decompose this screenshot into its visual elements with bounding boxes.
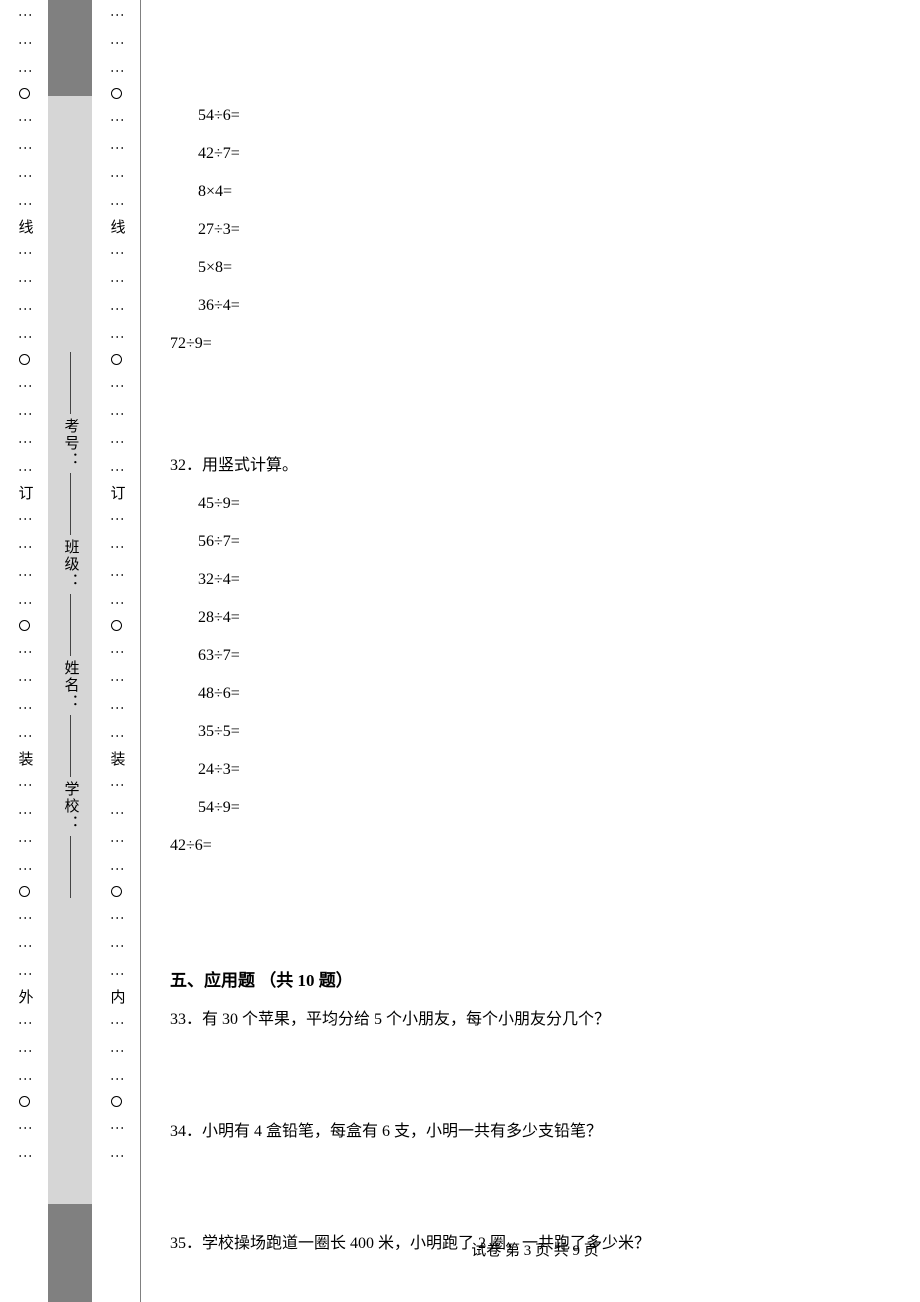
fill-line [70,352,71,414]
equation: 8×4= [198,180,900,204]
equation: 42÷7= [198,142,900,166]
circle-icon [111,886,122,897]
binding-outer-content: ⋮⋮⋮ ⋮⋮⋮⋮ 线 ⋮⋮⋮⋮ ⋮⋮⋮⋮ 订 ⋮⋮⋮⋮ ⋮⋮⋮⋮ 装 ⋮⋮⋮⋮ … [0,0,48,1302]
equation: 24÷3= [198,758,900,782]
equation: 54÷9= [198,796,900,820]
dots-icon: ⋮⋮⋮ [17,0,31,82]
dots-icon: ⋮⋮⋮⋮ [17,504,31,614]
dots-icon: ⋮⋮⋮ [109,1008,123,1090]
equation: 5×8= [198,256,900,280]
binding-gray-strip: 考号： 班级： 姓名： 学校： [48,0,92,1302]
bind-char-ding: 订 [17,485,32,500]
circle-icon [111,1096,122,1107]
section-5-title: 五、应用题 （共 10 题） [170,968,900,994]
equation: 35÷5= [198,720,900,744]
equation: 56÷7= [198,530,900,554]
binding-inner-strip: ⋮⋮⋮ ⋮⋮⋮⋮ 线 ⋮⋮⋮⋮ ⋮⋮⋮⋮ 订 ⋮⋮⋮⋮ ⋮⋮⋮⋮ 装 ⋮⋮⋮⋮ … [92,0,140,1302]
dots-icon: ⋮⋮⋮⋮ [109,637,123,747]
binding-outer-strip: ⋮⋮⋮ ⋮⋮⋮⋮ 线 ⋮⋮⋮⋮ ⋮⋮⋮⋮ 订 ⋮⋮⋮⋮ ⋮⋮⋮⋮ 装 ⋮⋮⋮⋮ … [0,0,48,1302]
question-34: 34．小明有 4 盒铅笔，每盒有 6 支，小明一共有多少支铅笔？ [170,1120,900,1144]
dots-icon: ⋮⋮⋮⋮ [17,770,31,880]
spacer [170,872,900,932]
circle-icon [111,354,122,365]
fill-line [70,715,71,777]
dots-icon: ⋮⋮ [17,1113,31,1167]
equation: 54÷6= [198,104,900,128]
circle-icon [19,1096,30,1107]
label-xuexiao: 学校： [63,781,78,832]
equation: 32÷4= [198,568,900,592]
top-equation-block: 54÷6= 42÷7= 8×4= 27÷3= 5×8= 36÷4= [198,104,900,318]
binding-labels: 考号： 班级： 姓名： 学校： [48,0,92,1302]
dots-icon: ⋮⋮⋮ [17,1008,31,1090]
circle-icon [19,88,30,99]
spacer [170,1046,900,1106]
circle-icon [111,88,122,99]
equation: 72÷9= [170,332,900,356]
label-banji: 班级： [63,539,78,590]
spacer [170,370,900,440]
question-text: 有 30 个苹果，平均分给 5 个小朋友，每个小朋友分几个？ [202,1011,610,1028]
bind-char-ding: 订 [109,485,124,500]
fill-line [70,594,71,656]
question-text: 用竖式计算。 [202,457,298,474]
dots-icon: ⋮⋮ [109,1113,123,1167]
binding-inner-content: ⋮⋮⋮ ⋮⋮⋮⋮ 线 ⋮⋮⋮⋮ ⋮⋮⋮⋮ 订 ⋮⋮⋮⋮ ⋮⋮⋮⋮ 装 ⋮⋮⋮⋮ … [92,0,140,1302]
label-xingming: 姓名： [63,660,78,711]
bind-char-xian: 线 [17,219,32,234]
fill-line [70,473,71,535]
dots-icon: ⋮⋮⋮⋮ [109,105,123,215]
bind-char-zhuang: 装 [17,751,32,766]
circle-icon [111,620,122,631]
equation: 42÷6= [170,834,900,858]
circle-icon [19,620,30,631]
equation: 45÷9= [198,492,900,516]
dots-icon: ⋮⋮⋮⋮ [109,504,123,614]
page-footer: 试卷 第 3 页 共 9 页 [170,1240,900,1263]
question-number: 34． [170,1123,202,1140]
bind-char-nei: 内 [109,989,124,1004]
question-33: 33．有 30 个苹果，平均分给 5 个小朋友，每个小朋友分几个？ [170,1008,900,1032]
dots-icon: ⋮⋮⋮⋮ [109,371,123,481]
page-divider [140,0,141,1302]
dots-icon: ⋮⋮⋮⋮ [109,770,123,880]
question-number: 32． [170,457,202,474]
dots-icon: ⋮⋮⋮⋮ [17,371,31,481]
dots-icon: ⋮⋮⋮ [17,903,31,985]
equation: 63÷7= [198,644,900,668]
dots-icon: ⋮⋮⋮ [109,0,123,82]
dots-icon: ⋮⋮⋮⋮ [17,637,31,747]
bind-char-wai: 外 [17,989,32,1004]
question-number: 33． [170,1011,202,1028]
spacer [170,1158,900,1218]
fill-line [70,836,71,898]
dots-icon: ⋮⋮⋮ [109,903,123,985]
equation: 48÷6= [198,682,900,706]
equation: 27÷3= [198,218,900,242]
dots-icon: ⋮⋮⋮⋮ [17,105,31,215]
circle-icon [19,354,30,365]
q32-equation-block: 45÷9= 56÷7= 32÷4= 28÷4= 63÷7= 48÷6= 35÷5… [198,492,900,820]
dots-icon: ⋮⋮⋮⋮ [109,238,123,348]
circle-icon [19,886,30,897]
label-kaohao: 考号： [63,418,78,469]
question-text: 小明有 4 盒铅笔，每盒有 6 支，小明一共有多少支铅笔？ [202,1123,602,1140]
equation: 36÷4= [198,294,900,318]
page-content: 54÷6= 42÷7= 8×4= 27÷3= 5×8= 36÷4= 72÷9= … [170,0,900,1302]
equation: 28÷4= [198,606,900,630]
bind-char-zhuang: 装 [109,751,124,766]
dots-icon: ⋮⋮⋮⋮ [17,238,31,348]
bind-char-xian: 线 [109,219,124,234]
question-32: 32．用竖式计算。 [170,454,900,478]
